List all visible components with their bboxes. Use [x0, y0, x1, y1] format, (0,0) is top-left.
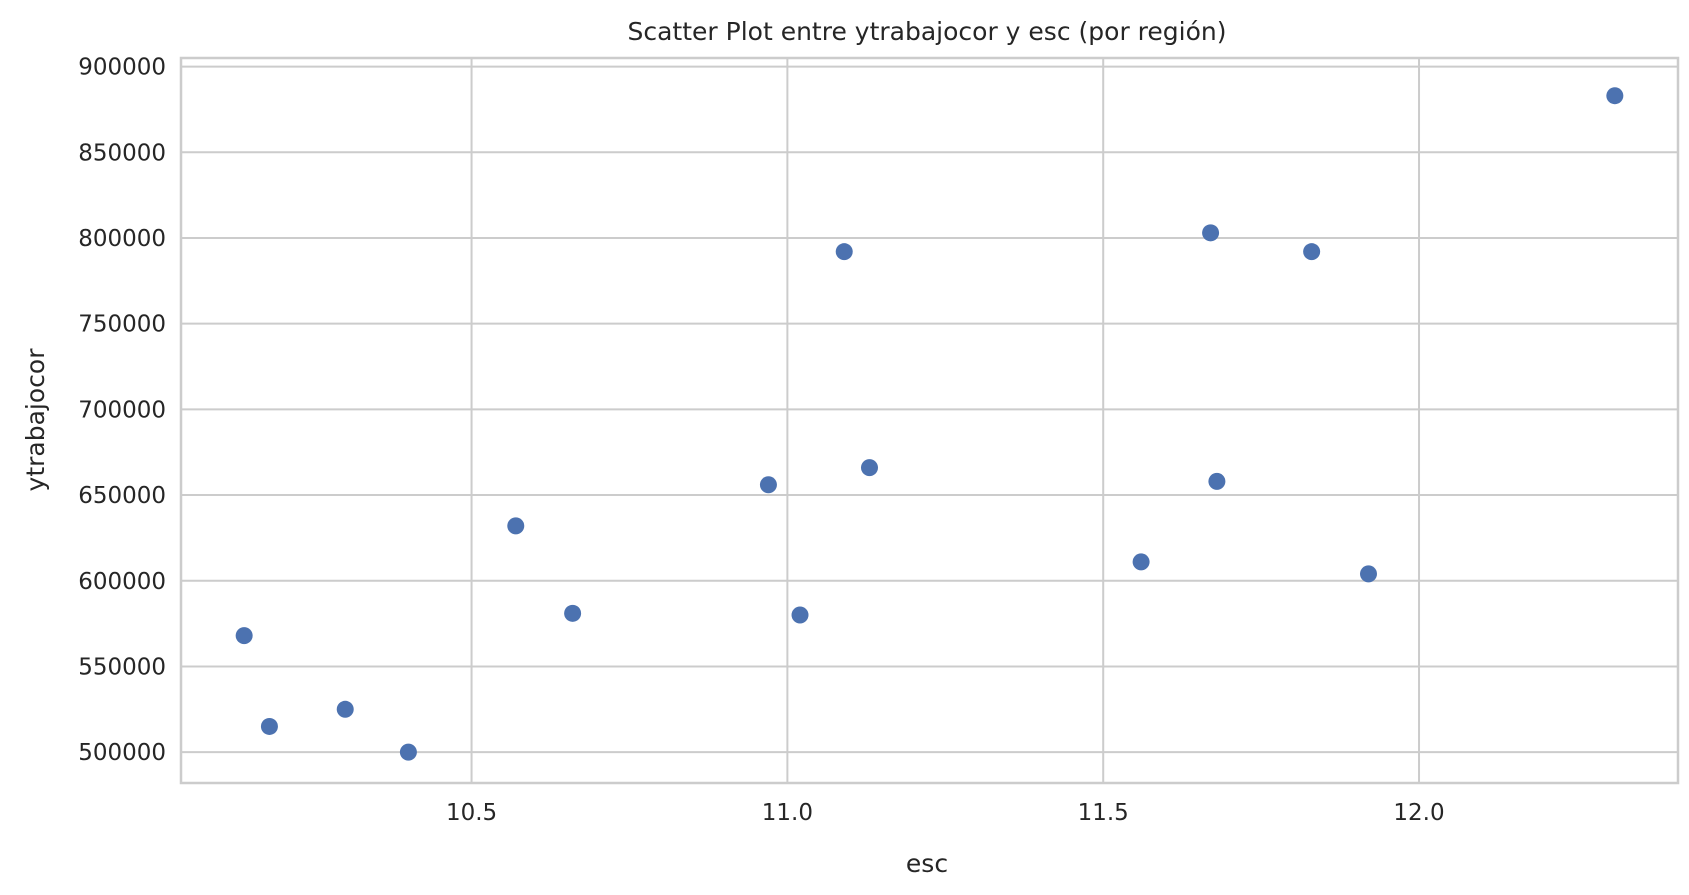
y-tick-label: 650000	[78, 483, 166, 509]
scatter-point	[507, 517, 525, 535]
scatter-point	[835, 243, 853, 261]
scatter-point	[399, 743, 417, 761]
scatter-point	[791, 606, 809, 624]
scatter-point	[1359, 565, 1377, 583]
y-tick-label: 500000	[78, 740, 166, 766]
y-axis-ticks: 500000 550000 600000 650000 700000 750000 8000…	[78, 55, 166, 767]
scatter-point	[235, 627, 253, 645]
y-tick-label: 550000	[78, 654, 166, 680]
y-tick-label: 750000	[78, 312, 166, 338]
x-tick-label: 11.0	[762, 800, 813, 826]
scatter-point	[860, 459, 878, 477]
scatter-point	[1606, 87, 1624, 105]
x-axis-label: esc	[906, 849, 948, 878]
y-axis-label: ytrabajocor	[21, 348, 50, 492]
data-points	[235, 87, 1624, 761]
scatter-point	[1303, 243, 1321, 261]
x-tick-label: 12.0	[1393, 800, 1444, 826]
scatter-point	[759, 476, 777, 494]
y-tick-label: 700000	[78, 397, 166, 423]
x-axis-ticks: 10.5 11.0 11.5 12.0	[446, 800, 1445, 826]
scatter-point	[336, 700, 354, 718]
x-tick-label: 11.5	[1078, 800, 1129, 826]
y-tick-label: 850000	[78, 140, 166, 166]
chart-title: Scatter Plot entre ytrabajocor y esc (po…	[628, 17, 1227, 46]
y-tick-label: 800000	[78, 226, 166, 252]
scatter-point	[564, 604, 582, 622]
y-tick-label: 600000	[78, 569, 166, 595]
grid	[181, 58, 1678, 783]
y-tick-label: 900000	[78, 55, 166, 81]
scatter-point	[260, 717, 278, 735]
x-tick-label: 10.5	[446, 800, 497, 826]
scatter-point	[1208, 472, 1226, 490]
scatter-point	[1202, 224, 1220, 242]
plot-area	[179, 56, 1680, 785]
scatter-point	[1132, 553, 1150, 571]
